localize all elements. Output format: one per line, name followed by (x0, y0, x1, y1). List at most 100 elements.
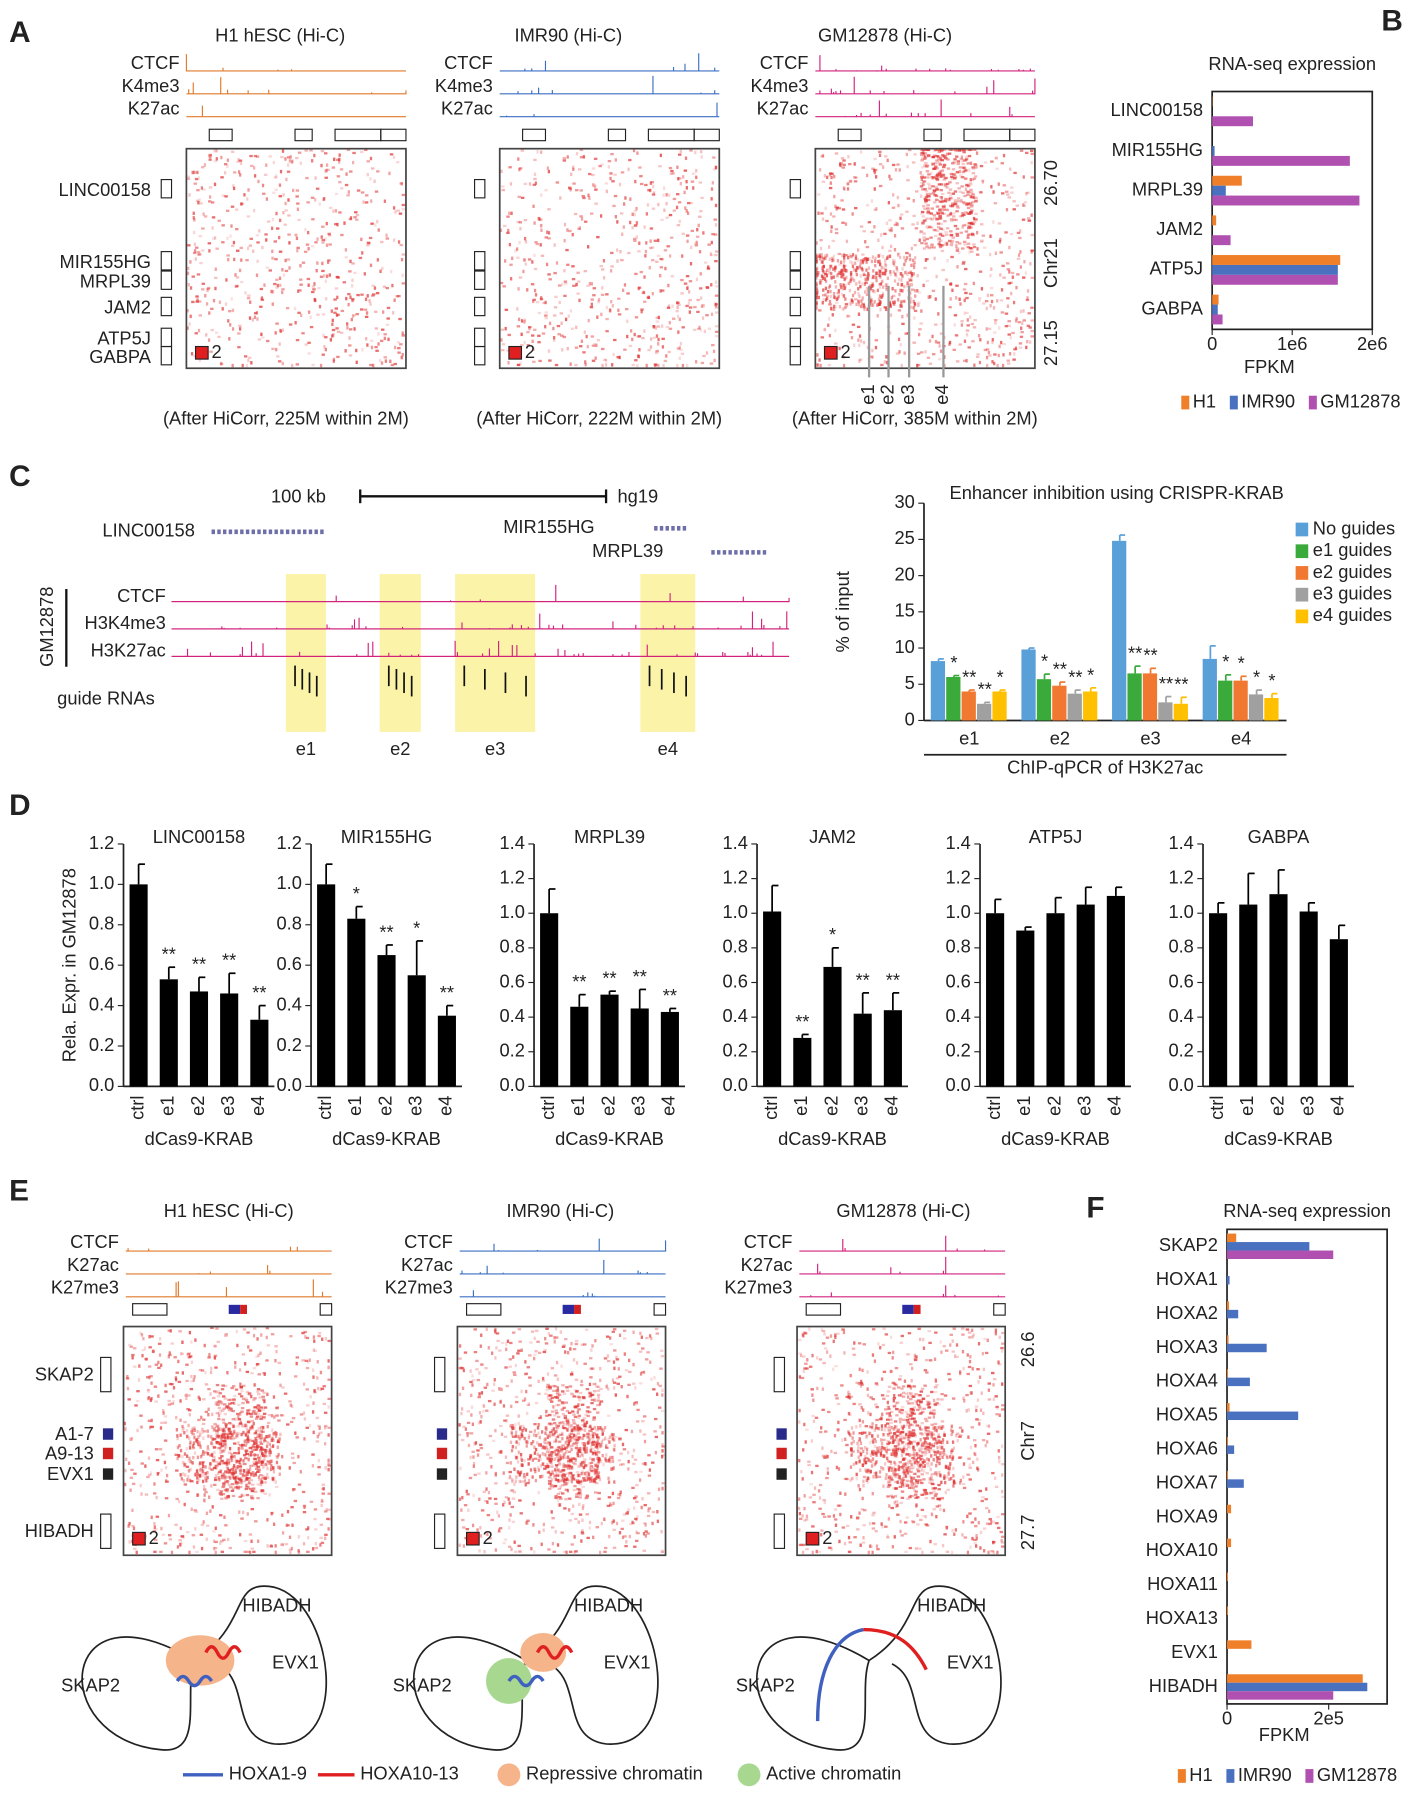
heatmap-cell (661, 1443, 664, 1447)
heatmap-cell (618, 182, 622, 187)
heatmap-cell (185, 1363, 189, 1366)
heatmap-cell (710, 283, 713, 287)
heatmap-cell (576, 271, 580, 274)
heatmap-cell (940, 174, 944, 177)
heatmap-cell (374, 310, 378, 313)
heatmap-cell (547, 273, 551, 276)
heatmap-cell (567, 314, 570, 318)
heatmap-cell (499, 228, 503, 233)
heatmap-cell (274, 1550, 277, 1555)
heatmap-cell (224, 1497, 228, 1500)
enhancer-label: e3 (485, 738, 505, 759)
heatmap-cell (239, 1479, 242, 1483)
heatmap-cell (276, 1465, 280, 1469)
heatmap-cell (344, 183, 349, 187)
heatmap-cell (310, 245, 315, 248)
heatmap-cell (259, 1351, 262, 1355)
heatmap-cell (244, 1399, 249, 1402)
heatmap-cell (328, 206, 333, 209)
heatmap-cell (256, 241, 260, 244)
heatmap-cell (533, 1336, 536, 1341)
heatmap-cell (899, 304, 902, 308)
heatmap-cell (219, 1451, 223, 1455)
heatmap-cell (327, 1467, 330, 1472)
heatmap-cell (240, 1390, 244, 1393)
heatmap-cell (238, 1460, 241, 1465)
heatmap-cell (223, 1488, 228, 1492)
heatmap-cell (223, 163, 228, 166)
heatmap-cell (643, 275, 646, 279)
heatmap-cell (131, 1508, 134, 1513)
heatmap-cell (295, 363, 300, 366)
heatmap-cell (268, 1448, 272, 1452)
heatmap-cell (593, 157, 598, 160)
heatmap-cell (958, 166, 963, 169)
heatmap-cell (643, 1461, 647, 1466)
heatmap-cell (335, 275, 340, 279)
heatmap-cell (677, 177, 680, 181)
heatmap-cell (560, 1448, 564, 1451)
heatmap-cell (903, 255, 906, 260)
heatmap-cell (190, 1430, 193, 1434)
heatmap-cell (550, 1410, 555, 1413)
heatmap-cell (227, 1422, 232, 1425)
heatmap-cell (628, 1370, 632, 1374)
heatmap-cell (935, 155, 939, 158)
heatmap-cell (827, 363, 832, 367)
heatmap-cell (312, 1401, 315, 1405)
heatmap-cell (950, 255, 954, 259)
heatmap-cell (903, 262, 906, 267)
heatmap-cell (296, 246, 300, 250)
heatmap-cell (534, 1401, 539, 1405)
heatmap-cell (199, 1469, 203, 1472)
heatmap-cell (992, 331, 997, 334)
heatmap-cell (819, 168, 822, 172)
heatmap-cell (576, 1487, 580, 1491)
heatmap-cell (212, 1445, 217, 1449)
heatmap-cell (313, 1508, 318, 1511)
heatmap-cell (197, 1444, 202, 1447)
heatmap-cell (565, 1472, 569, 1475)
heatmap-cell (912, 272, 915, 276)
heatmap-cell (929, 246, 934, 249)
heatmap-cell (190, 1374, 193, 1379)
heatmap-cell (278, 1466, 282, 1470)
heatmap-cell (274, 331, 277, 335)
heatmap-cell (935, 178, 940, 182)
heatmap-cell (849, 260, 852, 264)
heatmap-cell (376, 219, 379, 224)
heatmap-cell (580, 1379, 583, 1384)
heatmap-cell (356, 189, 361, 192)
heatmap-cell (278, 183, 282, 187)
heatmap-cell (235, 228, 239, 231)
heatmap-cell (245, 1370, 250, 1374)
heatmap-cell (268, 1462, 272, 1465)
heatmap-cell (564, 317, 568, 322)
heatmap-cell (931, 353, 936, 356)
heatmap-cell (608, 308, 612, 312)
heatmap-cell (700, 304, 704, 308)
heatmap-cell (230, 1386, 234, 1390)
heatmap-cell (314, 1546, 319, 1550)
heatmap-cell (549, 1480, 553, 1484)
heatmap-cell (263, 173, 268, 176)
heatmap-cell (520, 344, 524, 347)
gene-model (522, 128, 547, 142)
heatmap-cell (243, 355, 248, 358)
heatmap-cell (274, 1345, 278, 1348)
heatmap-cell (509, 1461, 512, 1465)
heatmap-cell (569, 1347, 572, 1351)
heatmap-cell (589, 1424, 592, 1429)
heatmap-cell (996, 363, 999, 368)
heatmap-cell (881, 291, 885, 296)
heatmap-cell (661, 345, 665, 349)
heatmap-cell (329, 338, 333, 342)
heatmap-cell (595, 1526, 600, 1529)
heatmap-cell (542, 1522, 546, 1527)
heatmap-cell (317, 1458, 320, 1463)
heatmap-cell (250, 1547, 254, 1550)
heatmap-cell (700, 196, 704, 200)
heatmap-cell (968, 168, 971, 172)
heatmap-cell (255, 234, 260, 237)
heatmap-cell (150, 1335, 154, 1338)
